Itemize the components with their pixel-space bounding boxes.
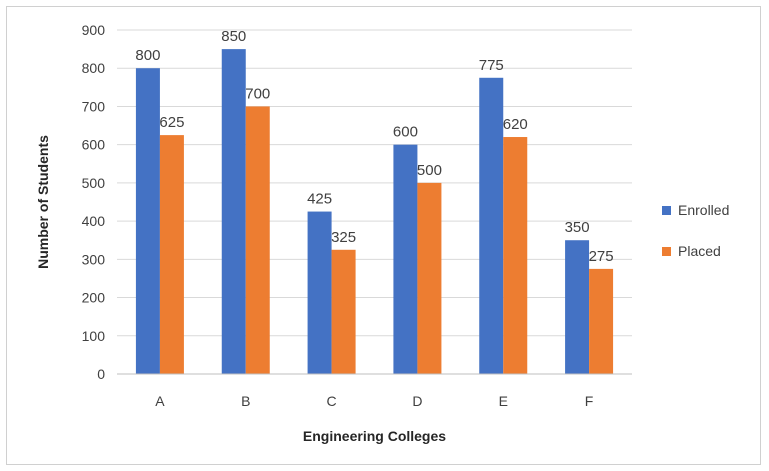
bar-placed-E	[503, 137, 528, 374]
data-label-placed-A: 625	[159, 114, 184, 131]
y-tick-label: 400	[82, 213, 106, 229]
y-tick-label: 700	[82, 98, 106, 114]
bar-enrolled-B	[221, 49, 246, 374]
y-tick-label: 900	[82, 22, 106, 38]
legend-swatch-placed	[662, 247, 671, 256]
bar-placed-B	[245, 106, 270, 374]
data-label-enrolled-E: 775	[479, 57, 504, 74]
bar-placed-C	[331, 249, 356, 374]
x-axis-title: Engineering Colleges	[303, 428, 446, 444]
x-tick-label: C	[327, 393, 337, 409]
bar-placed-F	[589, 268, 614, 374]
data-label-placed-F: 275	[589, 248, 614, 265]
bar-enrolled-E	[479, 77, 504, 375]
data-label-placed-D: 500	[417, 162, 442, 179]
bar-placed-D	[417, 182, 442, 374]
data-label-enrolled-A: 800	[135, 47, 160, 64]
y-tick-label: 0	[97, 366, 105, 382]
data-label-placed-E: 620	[503, 116, 528, 133]
x-tick-label: A	[155, 393, 165, 409]
y-tick-label: 100	[82, 328, 106, 344]
data-label-placed-C: 325	[331, 229, 356, 246]
data-label-enrolled-D: 600	[393, 124, 418, 141]
legend-swatch-enrolled	[662, 206, 671, 215]
y-tick-label: 600	[82, 137, 106, 153]
chart-frame	[6, 6, 761, 465]
data-label-enrolled-C: 425	[307, 191, 332, 208]
y-tick-label: 500	[82, 175, 106, 191]
bars	[135, 49, 614, 375]
data-labels: 800 625 850 700 425 325 600 500 775 620 350 275	[135, 28, 613, 265]
y-tick-label: 300	[82, 251, 106, 267]
x-tick-label: B	[241, 393, 250, 409]
legend-label-placed: Placed	[678, 243, 721, 259]
legend: Enrolled Placed	[662, 202, 729, 259]
data-label-placed-B: 700	[245, 85, 270, 102]
gridlines	[117, 29, 632, 337]
x-tick-label: D	[412, 393, 422, 409]
bar-enrolled-D	[393, 144, 418, 374]
bar-enrolled-A	[135, 68, 160, 374]
x-tick-label: E	[499, 393, 508, 409]
legend-label-enrolled: Enrolled	[678, 202, 729, 218]
x-axis-ticks: A B C D E F	[155, 393, 593, 409]
bar-enrolled-C	[307, 211, 332, 374]
y-axis-title: Number of Students	[35, 135, 51, 269]
data-label-enrolled-B: 850	[221, 28, 246, 45]
x-tick-label: F	[585, 393, 594, 409]
y-tick-label: 800	[82, 60, 106, 76]
bar-placed-A	[159, 135, 184, 374]
data-label-enrolled-F: 350	[565, 219, 590, 236]
y-tick-label: 200	[82, 290, 106, 306]
bar-enrolled-F	[565, 240, 590, 374]
y-axis-ticks: 0 100 200 300 400 500 600 700 800 900	[82, 22, 106, 382]
